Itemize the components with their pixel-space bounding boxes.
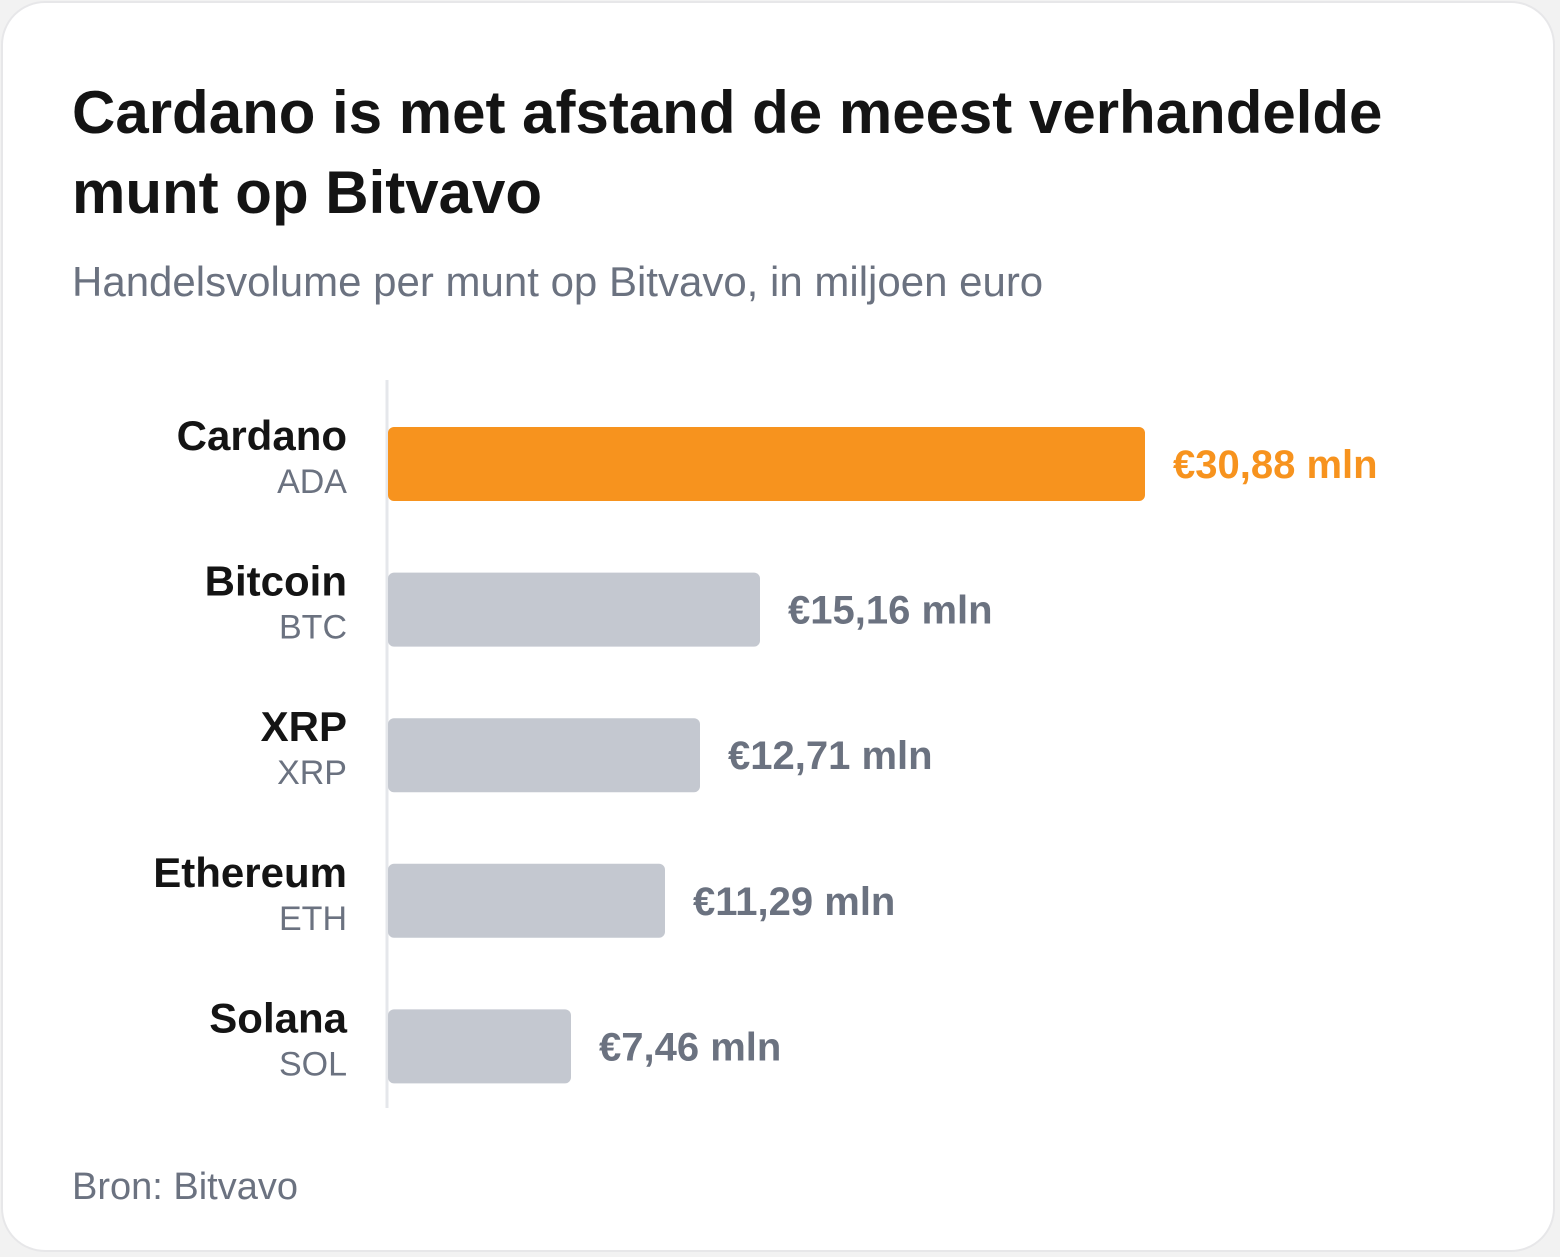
bar-group-eth: Ethereum ETH €11,29 mln	[153, 849, 895, 938]
bar	[388, 718, 700, 793]
chart-title: Cardano is met afstand de meest verhande…	[72, 79, 1383, 226]
ticker-label: ETH	[279, 900, 347, 938]
ticker-label: ADA	[277, 463, 347, 501]
bar	[388, 863, 665, 938]
value-label: €15,16 mln	[788, 589, 993, 633]
category-label: XRP	[261, 703, 347, 750]
bar-group-xrp: XRP XRP €12,71 mln	[261, 703, 933, 793]
chart-source: Bron: Bitvavo	[72, 1166, 298, 1208]
bar-group-sol: Solana SOL €7,46 mln	[209, 994, 781, 1084]
value-label: €7,46 mln	[599, 1025, 781, 1069]
bar-group-ada: Cardano ADA €30,88 mln	[177, 412, 1378, 501]
category-label: Bitcoin	[205, 558, 347, 605]
bar	[388, 1009, 571, 1084]
category-label: Cardano	[177, 412, 347, 459]
category-label: Solana	[209, 994, 347, 1041]
value-label: €12,71 mln	[728, 734, 933, 778]
value-label: €11,29 mln	[693, 880, 895, 924]
bar	[388, 427, 1145, 501]
ticker-label: XRP	[277, 754, 347, 792]
value-label: €30,88 mln	[1173, 443, 1378, 487]
bar-group-btc: Bitcoin BTC €15,16 mln	[205, 558, 993, 647]
ticker-label: BTC	[279, 609, 347, 647]
category-label: Ethereum	[153, 849, 347, 896]
bar	[388, 572, 760, 647]
chart-subtitle: Handelsvolume per munt op Bitvavo, in mi…	[72, 258, 1044, 305]
ticker-label: SOL	[279, 1045, 347, 1083]
